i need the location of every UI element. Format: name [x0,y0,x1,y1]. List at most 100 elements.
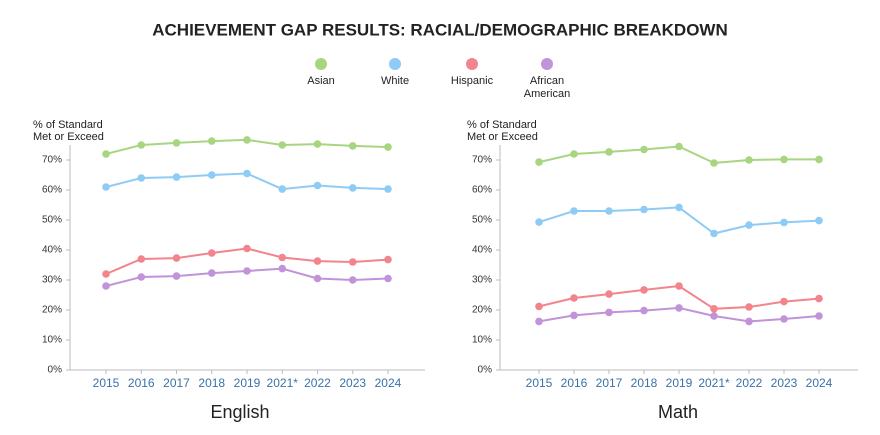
x-tick-label: 2022 [304,376,331,390]
data-point [278,264,287,273]
data-point [815,155,823,164]
legend-label-box: Hispanic [450,75,494,87]
data-point [278,185,287,193]
x-tick-label: 2022 [736,376,763,390]
data-point [172,272,181,280]
y-tick-label: 0% [48,365,63,376]
x-tick-label: 2015 [93,376,120,390]
data-point [535,218,543,226]
data-point [675,142,683,151]
y-tick-label: 20% [472,305,492,316]
legend-swatch [541,58,553,70]
y-axis-label-box: % of Standard Met or Exceed [33,119,104,143]
x-tick-label: 2017 [596,376,623,390]
data-point [278,253,287,262]
legend-label-box: Asian [307,75,335,87]
data-point [313,140,322,148]
data-point [745,221,753,229]
x-tick-label: 2019 [234,376,261,390]
legend-label: Hispanic [450,75,494,87]
data-point [815,294,823,303]
data-point [348,276,357,284]
data-point [535,158,543,166]
x-tick-label: 2016 [561,376,588,390]
y-axis-label: % of Standard Met or Exceed [33,119,104,143]
x-tick-label: 2018 [631,376,658,390]
y-tick-label: 0% [478,365,493,376]
data-point [102,183,110,191]
data-point [348,184,357,192]
data-point [384,143,392,151]
data-point [675,304,683,312]
data-point [207,249,216,257]
data-point [102,270,110,278]
x-tick-label: 2023 [771,376,798,390]
data-point [137,273,146,281]
data-point [815,216,823,225]
y-tick-label: 30% [472,275,492,286]
data-point [137,174,146,182]
y-tick-label: 70% [472,155,492,166]
y-tick-label: 60% [472,185,492,196]
data-point [745,156,753,164]
y-axis-label: % of Standard Met or Exceed [467,119,538,143]
data-point [640,145,648,154]
data-point [745,303,753,311]
data-point [137,141,146,149]
data-point [570,207,578,215]
data-point [313,274,322,283]
y-tick-label: 10% [472,335,492,346]
legend-label: Asian [307,75,335,87]
data-point [605,148,613,156]
data-point [207,269,216,277]
data-point [675,203,683,212]
data-point [675,282,683,290]
data-point [535,317,543,326]
data-point [172,139,181,147]
x-tick-label: 2019 [666,376,693,390]
data-point [780,218,788,227]
y-tick-label: 60% [42,185,62,196]
data-point [570,150,578,158]
legend-label-box: African American [524,75,570,100]
data-point [570,294,578,302]
x-tick-label: 2024 [806,376,833,390]
chart-title: Math [658,402,698,422]
data-point [243,267,251,275]
data-point [710,229,718,238]
data-point [384,274,392,283]
y-tick-label: 30% [42,275,62,286]
data-point [815,312,823,320]
data-point [243,244,251,253]
data-point [780,155,788,164]
legend-swatch [466,58,478,70]
data-point [745,317,753,326]
data-point [640,205,648,214]
data-point [243,169,251,178]
data-point [102,282,110,290]
y-tick-label: 70% [42,155,62,166]
x-tick-label: 2024 [375,376,402,390]
data-point [710,305,718,313]
series-line [538,206,820,235]
data-point [313,181,322,190]
y-tick-label: 50% [472,215,492,226]
legend-label: White [380,75,410,87]
data-point [535,302,543,311]
data-point [640,306,648,315]
data-point [137,255,146,263]
data-point [348,142,357,150]
data-point [780,315,788,323]
x-tick-label: 2018 [198,376,225,390]
data-point [605,207,613,215]
data-point [780,297,788,306]
data-point [172,173,181,181]
page-title: ACHIEVEMENT GAP RESULTS: RACIAL/DEMOGRAP… [152,20,728,39]
x-tick-label: 2021* [698,376,730,390]
data-point [710,312,718,320]
data-point [207,137,216,145]
x-tick-label: 2015 [526,376,553,390]
y-axis-label-box: % of Standard Met or Exceed [467,119,538,143]
data-point [243,136,251,144]
